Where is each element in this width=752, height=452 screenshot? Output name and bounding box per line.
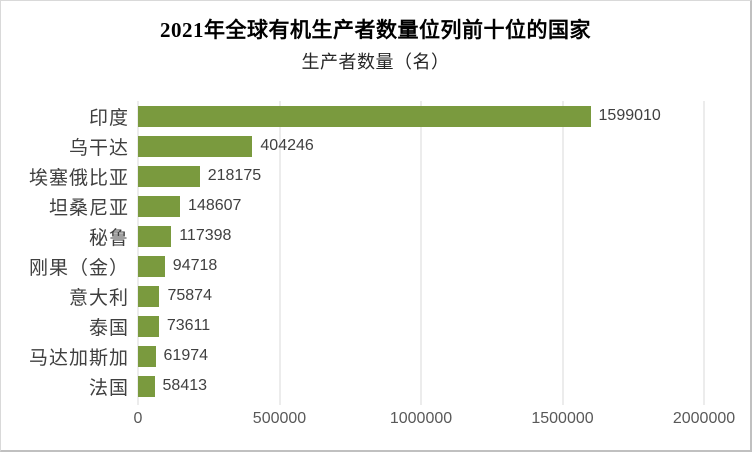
plot-area: 1599010 404246 218175 148607 117398 94718 7587…	[137, 101, 705, 405]
gridlines	[137, 101, 705, 405]
category-label: 法国	[88, 377, 129, 399]
bar-value-label: 148607	[188, 197, 242, 214]
bar	[138, 105, 591, 127]
category-label: 埃塞俄比亚	[28, 167, 129, 189]
bar-row: 1599010	[138, 101, 704, 131]
bar	[138, 345, 156, 367]
bar-row: 61974	[138, 341, 704, 371]
x-tick-label: 0	[133, 410, 143, 427]
bar	[138, 225, 172, 247]
bar-row: 58413	[138, 371, 704, 401]
category-label: 坦桑尼亚	[48, 197, 129, 219]
bar-row: 75874	[138, 281, 704, 311]
bar-value-label: 117398	[179, 227, 232, 244]
category-label: 印度	[88, 107, 129, 129]
category-label: 刚果（金）	[28, 257, 129, 279]
bar-value-label: 75874	[167, 287, 212, 304]
bar	[138, 195, 181, 217]
bar-value-label: 61974	[163, 347, 209, 364]
x-tick-label: 500000	[252, 410, 307, 427]
bar-row: 218175	[138, 161, 704, 191]
bar-value-label: 94718	[172, 257, 218, 274]
bar-value-label: 58413	[162, 377, 208, 394]
bar-row: 73611	[138, 311, 704, 341]
bar	[138, 255, 165, 277]
bar	[138, 165, 200, 187]
bar-value-label: 404246	[260, 137, 314, 154]
gridline	[137, 101, 139, 405]
bar-row: 148607	[138, 191, 704, 221]
bar	[138, 135, 253, 157]
x-tick-label: 1000000	[389, 410, 453, 427]
category-label: 马达加斯加	[28, 347, 129, 369]
bar-rows: 1599010 404246 218175 148607 117398 94718 7587…	[138, 101, 704, 401]
category-label: 泰国	[88, 317, 129, 339]
x-tick-label: 1500000	[531, 410, 594, 427]
gridline	[703, 101, 705, 405]
x-tick-label: 2000000	[672, 410, 736, 427]
bar	[138, 315, 159, 337]
category-axis: 印度乌干达埃塞俄比亚坦桑尼亚秘鲁刚果（金） 意大利泰国马达加斯加法国	[1, 101, 129, 401]
gridline	[562, 101, 563, 405]
bar-row: 117398	[138, 221, 704, 251]
bar-value-label: 73611	[166, 317, 211, 334]
bar	[138, 375, 155, 397]
gridline	[279, 101, 280, 405]
bar-row: 404246	[138, 131, 704, 161]
bar-value-label: 1599010	[598, 107, 661, 124]
bar-value-label: 218175	[207, 167, 262, 184]
gridline	[420, 101, 422, 405]
chart-title: 2021年全球有机生产者数量位列前十位的国家	[160, 18, 591, 42]
category-label: 意大利	[68, 287, 129, 309]
bar-row: 94718	[138, 251, 704, 281]
bar	[138, 285, 160, 307]
category-label: 秘鲁	[88, 227, 129, 249]
value-axis: 0 500000 1000000 1500000 2000000	[134, 410, 736, 430]
chart-subtitle: 生产者数量（名）	[301, 52, 450, 72]
category-label: 乌干达	[68, 137, 129, 159]
